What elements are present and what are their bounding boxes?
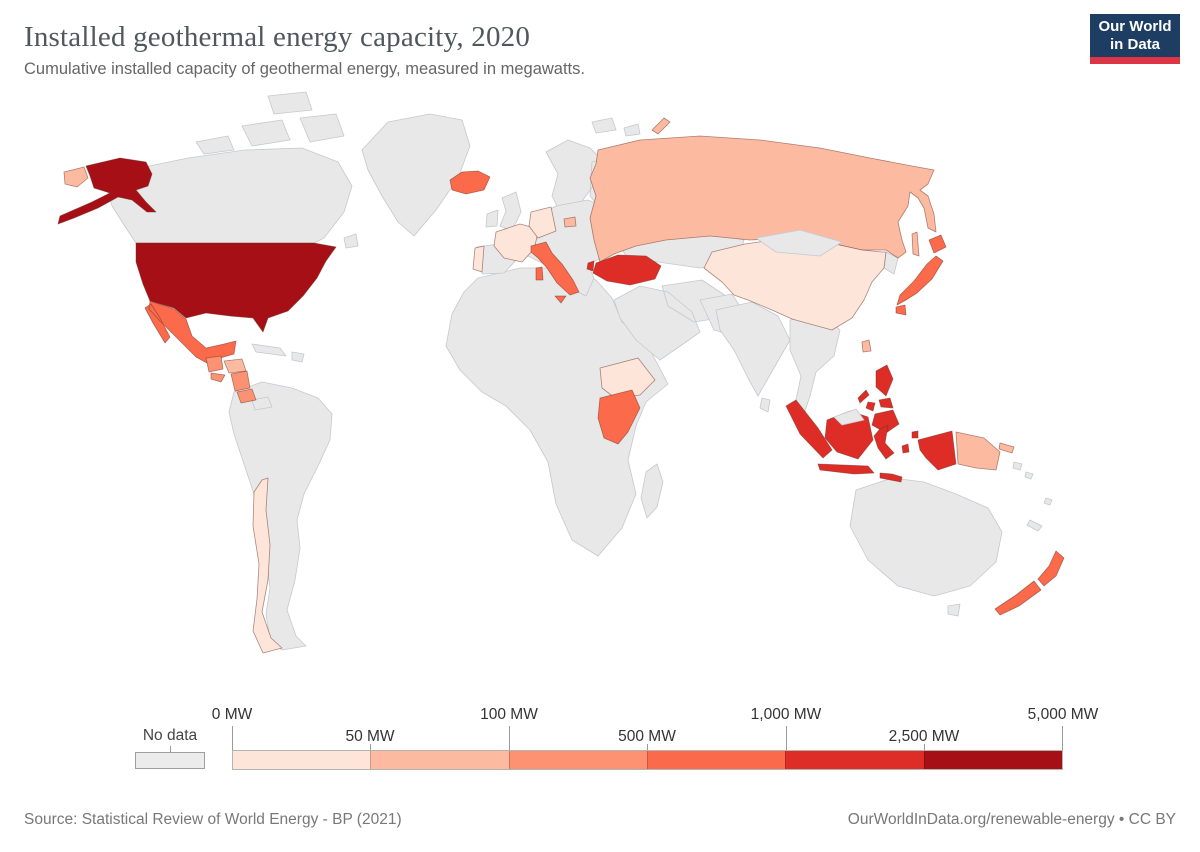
country-costa-rica[interactable] <box>236 388 257 404</box>
legend-bin-500-1000[interactable] <box>646 751 786 769</box>
country-honduras[interactable] <box>223 358 247 374</box>
landmass-australia <box>849 477 1003 617</box>
landmass-malaysia-borneo <box>833 408 865 426</box>
page-title: Installed geothermal energy capacity, 20… <box>24 21 531 53</box>
landmass-panama <box>251 396 273 411</box>
page-subtitle: Cumulative installed capacity of geother… <box>24 60 585 78</box>
country-chile[interactable] <box>252 477 283 654</box>
landmass-africa <box>445 267 669 557</box>
country-united-states[interactable] <box>135 242 337 333</box>
country-el-salvador[interactable] <box>210 372 226 383</box>
owid-link[interactable]: OurWorldInData.org/renewable-energy • CC… <box>847 811 1176 828</box>
country-philippines[interactable] <box>857 364 900 434</box>
legend-no-data-label: No data <box>142 727 198 744</box>
country-mexico[interactable] <box>144 300 237 364</box>
country-portugal[interactable] <box>472 245 485 273</box>
country-ethiopia[interactable] <box>599 357 656 399</box>
country-indonesia[interactable] <box>785 399 957 483</box>
landmass-india <box>715 301 791 413</box>
legend-tickline-0 <box>232 726 233 750</box>
legend-tickline-500 <box>647 744 648 750</box>
legend-bin-100-500[interactable] <box>508 751 647 769</box>
landmass-south-america <box>228 381 333 651</box>
legend-no-data-swatch[interactable] <box>135 752 205 769</box>
owid-logo-line2: in Data <box>1109 35 1160 53</box>
landmass-canada <box>105 147 353 244</box>
legend-bin-2500-5000[interactable] <box>923 751 1062 769</box>
legend-bin-0-50[interactable] <box>233 751 371 769</box>
owid-logo-text: Our World in Data <box>1090 14 1180 57</box>
no-data-landmasses <box>105 91 1053 651</box>
map-legend: No data 0 MW 50 MW 100 MW 500 MW 1,000 M… <box>0 704 1200 784</box>
source-note: Source: Statistical Review of World Ener… <box>24 811 402 828</box>
legend-tick-5000mw: 5,000 MW <box>1027 706 1099 723</box>
legend-no-data-tick <box>170 746 171 752</box>
legend-tick-1000mw: 1,000 MW <box>750 706 822 723</box>
country-iceland[interactable] <box>449 170 491 195</box>
legend-color-bar <box>232 750 1063 770</box>
country-taiwan[interactable] <box>861 339 872 353</box>
landmass-mongolia <box>755 229 843 257</box>
chart-header: Installed geothermal energy capacity, 20… <box>24 20 980 79</box>
chart-footer: Source: Statistical Review of World Ener… <box>24 811 1176 829</box>
legend-tick-0mw: 0 MW <box>211 706 253 723</box>
owid-logo-line1: Our World <box>1098 17 1172 35</box>
country-new-zealand[interactable] <box>994 550 1065 616</box>
landmass-caribbean <box>251 343 305 363</box>
country-turkey[interactable] <box>586 254 662 286</box>
owid-logo-red-bar <box>1090 57 1180 64</box>
country-russia-fragments[interactable] <box>63 117 920 257</box>
legend-tick-500mw: 500 MW <box>618 728 676 745</box>
country-germany[interactable] <box>528 206 557 239</box>
landmass-middle-east <box>613 279 727 361</box>
country-france[interactable] <box>493 223 540 263</box>
country-united-states-alaska[interactable] <box>57 157 157 225</box>
owid-logo[interactable]: Our World in Data <box>1090 14 1180 64</box>
country-nicaragua[interactable] <box>230 370 251 392</box>
legend-tick-50mw: 50 MW <box>345 728 395 745</box>
legend-tickline-5000 <box>1062 726 1063 750</box>
legend-tick-2500mw: 2,500 MW <box>888 728 960 745</box>
legend-bin-50-100[interactable] <box>370 751 509 769</box>
landmass-madagascar <box>640 463 664 519</box>
landmass-greenland <box>361 113 471 237</box>
legend-bin-1000-2500[interactable] <box>785 751 924 769</box>
country-guatemala[interactable] <box>205 355 224 373</box>
country-papua-new-guinea[interactable] <box>955 431 1015 471</box>
legend-tickline-50 <box>370 744 371 750</box>
legend-tickline-2500 <box>924 744 925 750</box>
legend-tickline-1000 <box>786 726 787 750</box>
landmass-pacific-islands <box>1012 461 1053 532</box>
legend-tick-100mw: 100 MW <box>480 706 538 723</box>
legend-tickline-100 <box>509 726 510 750</box>
landmass-canada-islands <box>195 91 359 249</box>
country-kenya[interactable] <box>597 389 641 445</box>
country-japan[interactable] <box>895 234 947 316</box>
data-countries <box>57 117 1065 654</box>
landmass-svalbard <box>591 117 641 137</box>
country-italy[interactable] <box>530 241 580 304</box>
